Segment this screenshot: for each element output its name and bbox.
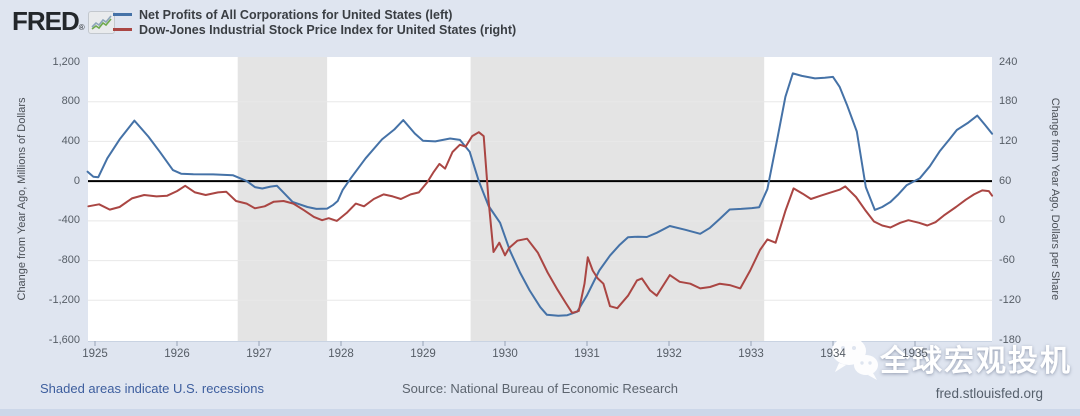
- x-axis-tick-label: 1932: [656, 348, 682, 360]
- recession-band: [237, 57, 328, 341]
- chart-plot-area: [86, 57, 994, 346]
- x-axis-tick-label: 1933: [738, 348, 764, 360]
- x-axis-tick-label: 1928: [328, 348, 354, 360]
- fred-sparkline-icon: [88, 11, 115, 34]
- wechat-icon: [832, 337, 878, 380]
- left-axis-tick-label: 1,200: [52, 55, 80, 68]
- x-axis-tick-label: 1926: [164, 348, 190, 360]
- left-axis-tick-label: -1,600: [48, 333, 80, 346]
- x-axis-tick-label: 1930: [492, 348, 518, 360]
- recession-note-link[interactable]: Shaded areas indicate U.S. recessions: [40, 381, 265, 396]
- watermark: 全球宏观投机: [830, 334, 1072, 382]
- left-axis-tick-label: -1,200: [48, 293, 80, 306]
- fred-logo-text: FRED: [12, 6, 80, 36]
- legend-item-net-profits: Net Profits of All Corporations for Unit…: [113, 7, 516, 22]
- right-axis-tick-label: 60: [999, 174, 1012, 187]
- right-axis-tick-label: 240: [999, 55, 1018, 68]
- x-axis-tick-label: 1934: [820, 348, 846, 360]
- legend-label: Dow-Jones Industrial Stock Price Index f…: [139, 22, 517, 37]
- legend-label: Net Profits of All Corporations for Unit…: [139, 7, 453, 22]
- fred-site-link[interactable]: fred.stlouisfed.org: [935, 386, 1043, 401]
- left-axis-tick-label: 0: [73, 174, 80, 187]
- legend-line-blue-icon: [113, 13, 132, 16]
- fred-logo: FRED®: [12, 6, 85, 37]
- right-axis-tick-label: -120: [999, 293, 1022, 306]
- bottom-bar: [0, 409, 1080, 416]
- right-axis-tick-label: 120: [999, 134, 1018, 147]
- x-axis-tick-label: 1925: [82, 348, 108, 360]
- right-axis-tick-label: -60: [999, 254, 1015, 267]
- x-axis-tick-label: 1931: [574, 348, 600, 360]
- x-axis-tick-label: 1927: [246, 348, 272, 360]
- legend-line-red-icon: [113, 28, 132, 31]
- x-axis-tick-label: 1935: [902, 348, 928, 360]
- left-axis-tick-label: 400: [61, 134, 80, 147]
- recession-band: [470, 57, 765, 341]
- right-axis-tick-label: 180: [999, 95, 1018, 108]
- series-line: [86, 72, 994, 317]
- left-axis-tick-label: -800: [57, 254, 80, 267]
- series-line: [87, 131, 994, 314]
- x-axis-tick-label: 1929: [410, 348, 436, 360]
- right-axis-tick-label: -180: [999, 333, 1022, 346]
- left-axis-tick-label: 800: [61, 95, 80, 108]
- left-axis-tick-label: -400: [57, 214, 80, 227]
- registered-mark: ®: [78, 23, 85, 32]
- chart-canvas: [86, 57, 994, 346]
- right-axis-tick-label: 0: [999, 214, 1006, 227]
- chart-legend: Net Profits of All Corporations for Unit…: [113, 7, 516, 37]
- legend-item-dow-jones: Dow-Jones Industrial Stock Price Index f…: [113, 22, 516, 37]
- source-text: Source: National Bureau of Economic Rese…: [401, 381, 679, 396]
- watermark-text: 全球宏观投机: [880, 345, 1072, 378]
